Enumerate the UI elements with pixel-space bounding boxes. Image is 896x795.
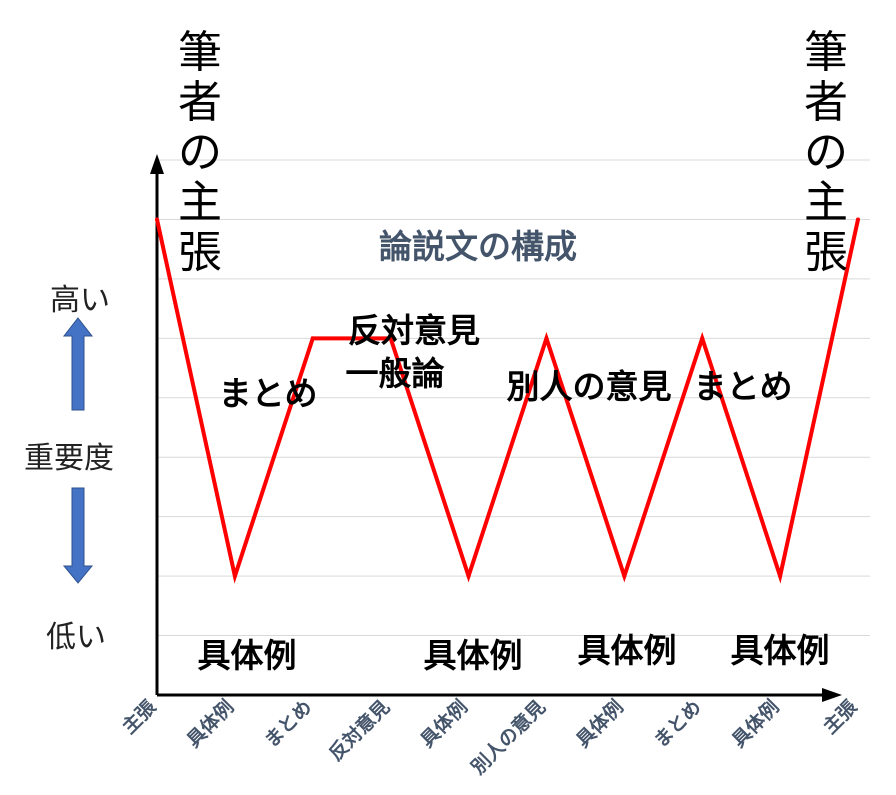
point-annotation: 具体例 — [198, 636, 297, 675]
series-line — [155, 219, 860, 584]
title-char: 張 — [804, 227, 848, 278]
x-tick-label: 別人の意見 — [467, 695, 550, 778]
importance-high-label: 高い — [50, 283, 110, 318]
data-point — [700, 336, 705, 341]
importance-low-label: 低い — [46, 620, 106, 655]
point-annotation: 別人の意見 — [507, 367, 672, 406]
importance-arrows — [62, 317, 94, 584]
point-annotation: まとめ — [694, 367, 793, 406]
x-tick-label: 主張 — [819, 695, 862, 738]
down-arrow-icon — [62, 487, 94, 584]
title-char: 筆 — [804, 27, 848, 78]
author-claim-title-right: 筆 者 の 主 張 — [791, 28, 861, 278]
importance-axis-label: 重要度 — [24, 441, 114, 476]
data-point — [310, 336, 315, 341]
x-tick-label: まとめ — [650, 696, 706, 752]
point-annotation: 一般論 — [346, 354, 445, 393]
chart-title: 論説文の構成 — [379, 227, 577, 266]
data-point — [856, 217, 860, 222]
x-tick-label: 具体例 — [182, 695, 239, 752]
data-point — [388, 336, 393, 341]
up-arrow-icon — [62, 317, 94, 411]
chart-axes — [150, 154, 842, 702]
title-char: 主 — [178, 177, 222, 228]
point-annotation: まとめ — [219, 374, 318, 413]
point-annotation: 具体例 — [424, 636, 523, 675]
x-tick-label: まとめ — [260, 696, 316, 752]
data-point — [778, 574, 783, 579]
title-char: の — [178, 127, 222, 178]
x-axis-arrowhead — [822, 688, 842, 702]
series-group — [155, 217, 860, 584]
x-tick-label: 具体例 — [416, 695, 473, 752]
y-axis-arrowhead — [150, 154, 164, 174]
point-annotation: 具体例 — [578, 631, 677, 670]
data-point — [622, 574, 627, 579]
x-tick-label: 反対意見 — [324, 695, 394, 765]
title-char: 筆 — [178, 27, 222, 78]
title-char: 張 — [178, 227, 222, 278]
data-point — [466, 574, 471, 579]
x-tick-label: 具体例 — [727, 695, 784, 752]
title-char: 者 — [178, 77, 222, 128]
point-annotation: 反対意見 — [348, 311, 480, 350]
point-annotation: 具体例 — [731, 631, 830, 670]
data-point — [232, 574, 237, 579]
x-tick-label: 主張 — [118, 695, 161, 738]
data-point — [544, 336, 549, 341]
title-char: 主 — [804, 177, 848, 228]
author-claim-title-left: 筆 者 の 主 張 — [165, 28, 235, 278]
x-tick-label: 具体例 — [571, 695, 628, 752]
title-char: 者 — [804, 77, 848, 128]
title-char: の — [804, 127, 848, 178]
data-point — [155, 217, 159, 222]
